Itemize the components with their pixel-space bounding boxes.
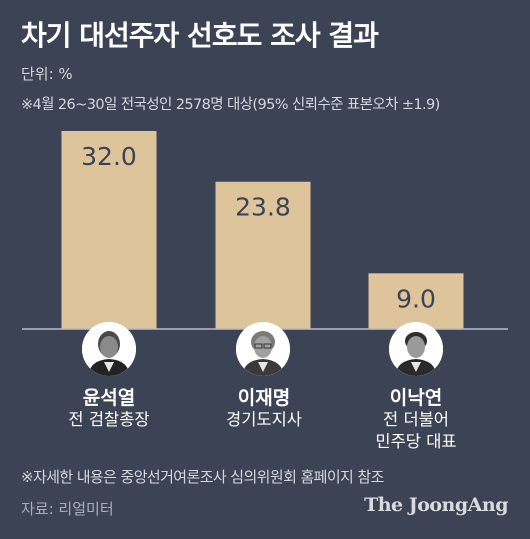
candidate-role-1: 전 검찰총장 — [68, 410, 150, 429]
survey-note: ※4월 26~30일 전국성인 2578명 대상(95% 신뢰수준 표본오차 ±… — [21, 97, 440, 113]
bar-value-label-2: 23.8 — [235, 193, 291, 222]
candidate-photo-3 — [389, 322, 443, 376]
bar-3 — [368, 273, 464, 329]
candidate-photo-2 — [236, 322, 290, 376]
bar-value-label-1: 32.0 — [81, 142, 137, 171]
footnote: ※자세한 내용은 중앙선거여론조사 심의위원회 홈페이지 참조 — [21, 468, 384, 486]
candidate-role-3-line-1: 전 더불어 — [383, 410, 449, 429]
bar-1 — [61, 131, 157, 329]
bar-value-label-3: 9.0 — [396, 284, 436, 313]
candidate-role-3-line-2: 민주당 대표 — [375, 432, 457, 451]
candidate-name-1: 윤석열 — [82, 387, 136, 409]
source-label: 자료: 리얼미터 — [21, 500, 114, 518]
bar-2 — [215, 181, 311, 329]
unit-label: 단위: % — [21, 65, 73, 83]
candidate-role-2: 경기도지사 — [226, 410, 302, 429]
candidate-name-3: 이낙연 — [389, 387, 443, 409]
joongang-logo: The JoongAng — [364, 494, 508, 516]
bars-group: 32.0 23.8 9.0 — [61, 131, 464, 329]
candidate-name-2: 이재명 — [237, 387, 291, 409]
candidate-photo-1 — [82, 322, 136, 376]
chart-title: 차기 대선주자 선호도 조사 결과 — [21, 19, 379, 52]
